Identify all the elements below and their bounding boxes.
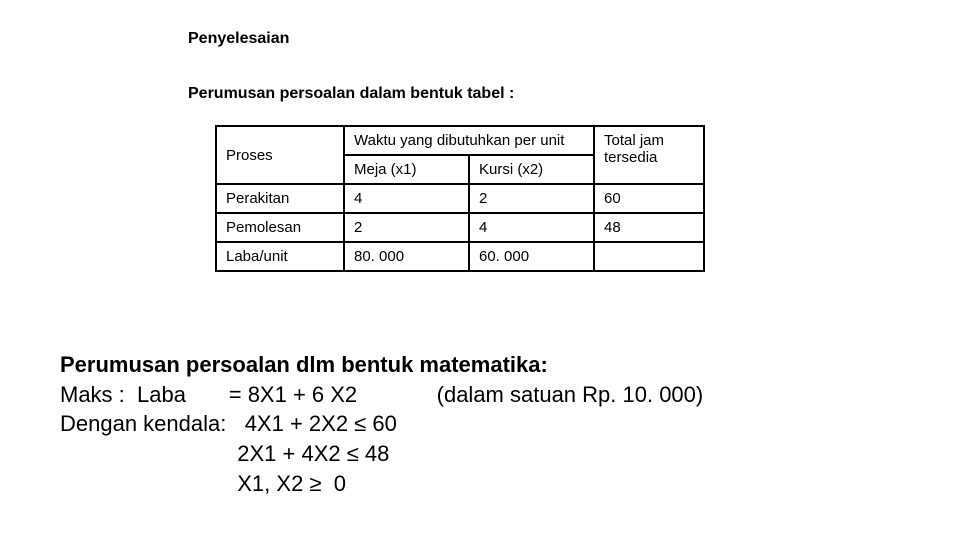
header-proses: Proses bbox=[216, 126, 344, 184]
table-row: Pemolesan 2 4 48 bbox=[216, 213, 704, 242]
header-total-l2: tersedia bbox=[604, 149, 657, 166]
math-line-kendala-3: X1, X2 ≥ 0 bbox=[60, 469, 703, 499]
math-line-kendala-2: 2X1 + 4X2 ≤ 48 bbox=[60, 439, 703, 469]
header-total-l1: Total jam bbox=[604, 132, 664, 149]
header-total: Total jam tersedia bbox=[594, 126, 704, 184]
header-meja: Meja (x1) bbox=[344, 155, 469, 184]
math-maks-left: Maks : Laba = 8X1 + 6 X2 bbox=[60, 382, 357, 407]
math-maks-right: (dalam satuan Rp. 10. 000) bbox=[357, 382, 703, 407]
cell-total bbox=[594, 242, 704, 271]
cell-meja: 4 bbox=[344, 184, 469, 213]
table-row: Perakitan 4 2 60 bbox=[216, 184, 704, 213]
row-label: Laba/unit bbox=[216, 242, 344, 271]
header-waktu: Waktu yang dibutuhkan per unit bbox=[344, 126, 594, 155]
cell-total: 48 bbox=[594, 213, 704, 242]
cell-kursi: 4 bbox=[469, 213, 594, 242]
math-formulation: Perumusan persoalan dlm bentuk matematik… bbox=[60, 350, 703, 498]
cell-kursi: 2 bbox=[469, 184, 594, 213]
table-header-row-1: Proses Waktu yang dibutuhkan per unit To… bbox=[216, 126, 704, 155]
table-row: Laba/unit 80. 000 60. 000 bbox=[216, 242, 704, 271]
math-line-kendala-1: Dengan kendala: 4X1 + 2X2 ≤ 60 bbox=[60, 409, 703, 439]
subtitle: Perumusan persoalan dalam bentuk tabel : bbox=[188, 85, 514, 103]
section-title: Penyelesaian bbox=[188, 30, 289, 48]
row-label: Pemolesan bbox=[216, 213, 344, 242]
math-line-maks: Maks : Laba = 8X1 + 6 X2 (dalam satuan R… bbox=[60, 380, 703, 410]
cell-meja: 2 bbox=[344, 213, 469, 242]
cell-meja: 80. 000 bbox=[344, 242, 469, 271]
row-label: Perakitan bbox=[216, 184, 344, 213]
cell-kursi: 60. 000 bbox=[469, 242, 594, 271]
cell-total: 60 bbox=[594, 184, 704, 213]
math-heading: Perumusan persoalan dlm bentuk matematik… bbox=[60, 350, 703, 380]
header-kursi: Kursi (x2) bbox=[469, 155, 594, 184]
problem-table: Proses Waktu yang dibutuhkan per unit To… bbox=[215, 125, 705, 272]
